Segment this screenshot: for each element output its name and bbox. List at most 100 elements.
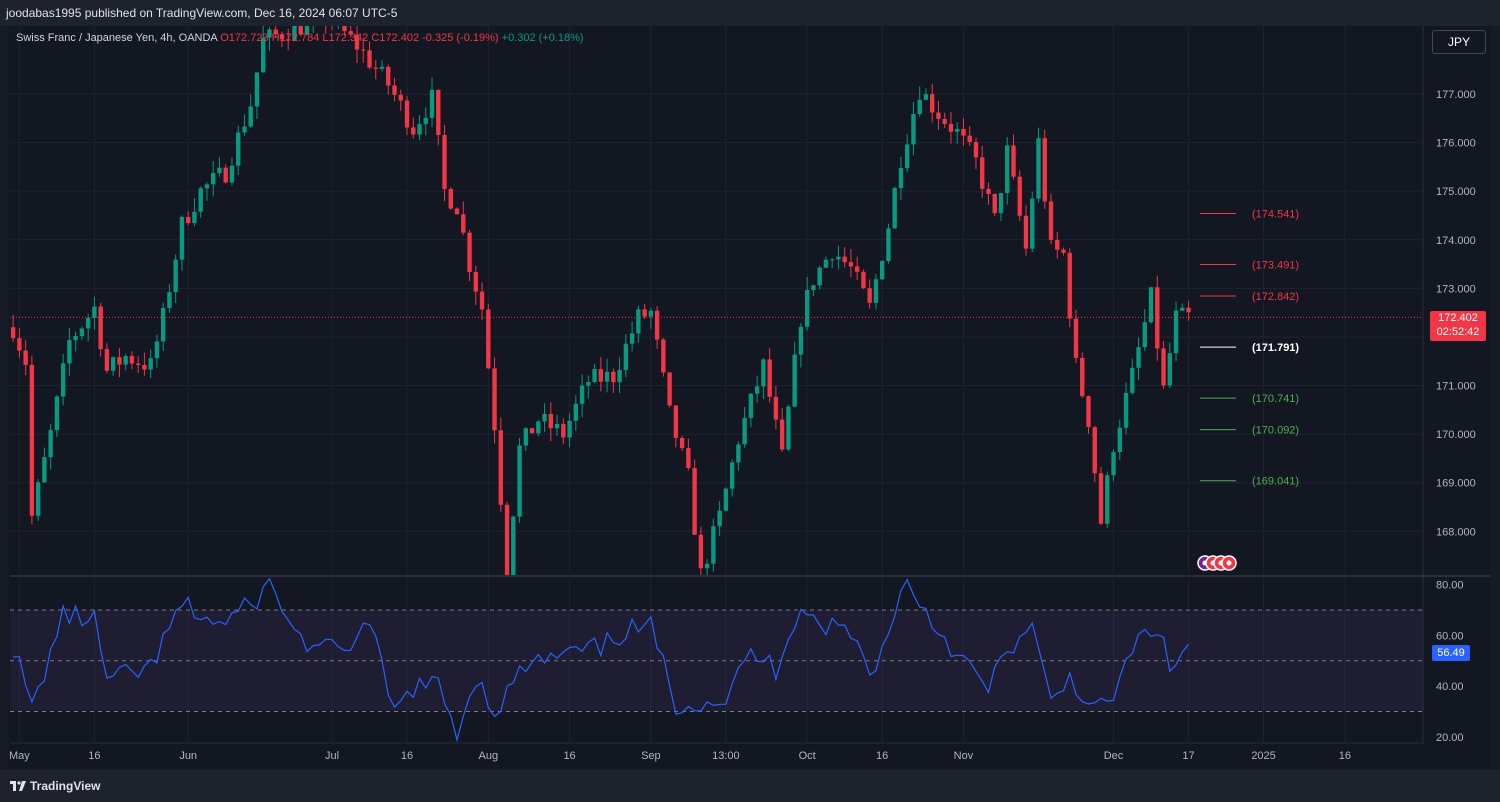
candle-body [1011, 145, 1016, 177]
tradingview-brand[interactable]: TradingView [10, 779, 100, 793]
last-price-tag: 172.402 02:52:42 [1430, 311, 1486, 341]
countdown-value: 02:52:42 [1436, 326, 1480, 338]
candle-body [292, 26, 297, 41]
candle-body [517, 445, 522, 517]
candle-body [198, 188, 203, 212]
candle-body [648, 310, 654, 317]
candle-body [736, 444, 741, 463]
candle-body [148, 358, 153, 370]
candle-body [479, 291, 485, 310]
time-tick-label: 16 [1339, 750, 1351, 762]
pivot-level-label: (173.491) [1252, 259, 1299, 271]
candle-body [692, 468, 697, 535]
candle-body [404, 100, 410, 128]
candle-body [823, 259, 829, 268]
candle-body [548, 413, 554, 429]
candle-body [211, 173, 216, 185]
candle-body [54, 396, 60, 431]
candle-body [754, 386, 760, 394]
candle-body [42, 457, 47, 483]
candle-body [1005, 145, 1010, 193]
candle-body [579, 385, 585, 404]
candle-body [673, 405, 679, 438]
candle-body [1017, 176, 1022, 216]
candle-body [767, 359, 772, 397]
candle-body [504, 504, 510, 575]
candle-body [354, 34, 360, 50]
time-tick-label: 16 [88, 750, 100, 762]
candle-body [223, 167, 228, 183]
candle-body [379, 66, 385, 69]
candle-body [948, 123, 954, 132]
time-tick-label: 2025 [1251, 750, 1275, 762]
candle-body [79, 328, 85, 337]
candle-body [324, 9, 328, 22]
candle-body [711, 526, 716, 564]
candle-body [361, 49, 366, 51]
candle-body [779, 419, 785, 450]
candle-body [48, 430, 53, 458]
candle-body [898, 168, 904, 189]
candle-body [386, 66, 391, 86]
candle-body [861, 271, 866, 289]
candle-body [10, 327, 16, 339]
candle-body [617, 369, 622, 383]
time-tick-label: May [9, 750, 30, 762]
time-tick-label: Sep [641, 750, 661, 762]
pivot-level-label: (169.041) [1252, 476, 1299, 488]
candle-body [961, 128, 966, 136]
time-tick-label: 16 [563, 750, 575, 762]
candle-body [1173, 310, 1179, 354]
candle-body [623, 343, 629, 370]
candle-body [217, 167, 222, 174]
candle-body [98, 306, 103, 350]
candle-body [592, 369, 597, 383]
time-tick-label: Oct [799, 750, 816, 762]
candle-body [417, 124, 422, 135]
candle-body [886, 228, 891, 261]
candle-body [467, 232, 472, 273]
currency-button[interactable]: JPY [1432, 30, 1486, 54]
candle-body [636, 309, 641, 334]
price-tick-label: 173.000 [1436, 283, 1476, 295]
candle-body [1155, 287, 1160, 349]
candle-body [717, 510, 722, 527]
price-tick-label: 174.000 [1436, 235, 1476, 247]
symbol-name: Swiss Franc / Japanese Yen, 4h, OANDA [16, 32, 218, 44]
candle-body [185, 216, 191, 224]
candle-body [729, 462, 735, 489]
candle-body [786, 406, 791, 450]
candle-body [392, 85, 397, 95]
candle-body [1073, 318, 1079, 358]
candle-body [348, 31, 353, 35]
candle-body [304, 26, 310, 35]
candle-body [905, 144, 910, 169]
rsi-tick-label: 20.00 [1436, 732, 1464, 744]
candle-body [798, 326, 804, 355]
candle-body [529, 428, 535, 434]
close-value: C172.402 [371, 32, 420, 44]
candle-body [342, 26, 347, 32]
candle-body [117, 357, 122, 365]
candle-body [686, 448, 691, 469]
candle-body [242, 126, 247, 133]
change2-value: +0.302 (+0.18%) [501, 32, 584, 44]
candle-body [704, 563, 710, 569]
candle-body [998, 192, 1004, 214]
candle-body [873, 279, 879, 303]
footer-bar: TradingView [0, 770, 1500, 802]
candle-body [542, 413, 547, 422]
candle-body [104, 349, 110, 371]
time-tick-label: 17 [1182, 750, 1194, 762]
candle-body [829, 259, 835, 261]
candle-body [1023, 215, 1029, 249]
candle-body [598, 369, 604, 382]
time-tick-label: 13:00 [712, 750, 740, 762]
candle-body [436, 89, 441, 135]
candle-body [1055, 239, 1060, 250]
candle-body [748, 393, 754, 418]
candle-body [236, 132, 241, 166]
pivot-level-label: (172.842) [1252, 291, 1299, 303]
candle-body [229, 165, 235, 183]
